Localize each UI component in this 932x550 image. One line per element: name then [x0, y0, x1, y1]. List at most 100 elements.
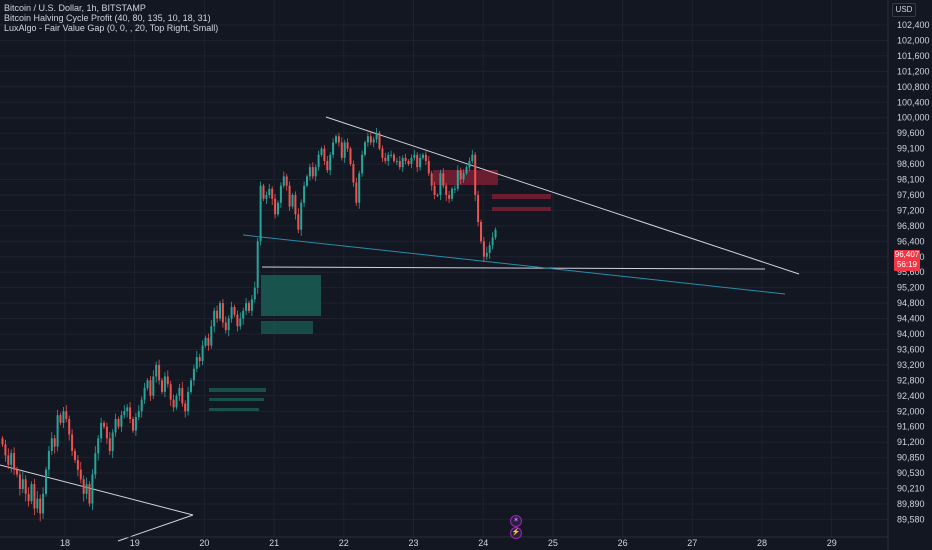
teal-trendline[interactable] — [242, 234, 786, 295]
candle-body — [120, 415, 123, 427]
candle-body — [433, 185, 436, 195]
fvg-bearish-large — [433, 170, 498, 185]
candle-body — [47, 450, 50, 470]
candle-body — [430, 173, 433, 186]
candle-body — [422, 154, 424, 158]
candle-body — [291, 194, 294, 207]
candle-body — [335, 136, 337, 143]
candle-body — [59, 415, 62, 423]
time-tick-label: 21 — [269, 538, 279, 548]
candle-body — [204, 337, 207, 346]
candle-body — [65, 411, 68, 419]
bar-countdown: 56:19 — [896, 260, 918, 269]
time-tick-label: 19 — [130, 538, 140, 548]
candle-body — [16, 469, 18, 475]
candle-body — [262, 185, 265, 199]
candle-body — [146, 380, 149, 389]
candle-body — [462, 173, 465, 180]
candle-body — [21, 479, 24, 489]
lightning-marker-icon[interactable]: ⚡ — [510, 527, 522, 539]
candle-body — [169, 384, 172, 400]
price-tick-label: 96,400 — [897, 236, 925, 246]
currency-button[interactable]: USD — [892, 3, 916, 17]
time-tick-label: 18 — [60, 538, 70, 548]
candle-body — [227, 318, 230, 331]
price-tick-label: 91,200 — [897, 437, 925, 447]
candle-body — [256, 241, 259, 288]
candle-body — [375, 133, 378, 140]
legend-symbol[interactable]: Bitcoin / U.S. Dollar, 1h, BITSTAMP — [4, 3, 146, 13]
chart-legend: Bitcoin / U.S. Dollar, 1h, BITSTAMP Bitc… — [4, 3, 218, 33]
fvg-bearish-small-2 — [492, 207, 551, 211]
candle-body — [468, 160, 471, 168]
candle-body — [477, 194, 480, 222]
price-tick-label: 100,800 — [897, 82, 930, 92]
price-tick-label: 93,600 — [897, 344, 925, 354]
candle-body — [329, 154, 332, 171]
candle-body — [221, 303, 224, 323]
candle-body — [4, 444, 7, 456]
candle-body — [288, 185, 291, 207]
legend-indicator-fvg[interactable]: LuxAlgo - Fair Value Gap (0, 0, , 20, To… — [4, 23, 219, 33]
price-tick-label: 90,530 — [897, 468, 925, 478]
price-axis[interactable]: 102,400 102,000 101,600 101,200 100,800 100,4… — [887, 0, 930, 550]
candle-body — [398, 160, 401, 168]
candle-body — [482, 241, 485, 257]
candle-body — [419, 157, 422, 168]
candle-body — [326, 160, 329, 171]
candle-body — [152, 376, 155, 396]
candle-body — [448, 194, 451, 199]
candle-body — [97, 438, 100, 454]
candle-body — [407, 160, 410, 165]
candle-body — [76, 460, 79, 470]
candle-body — [192, 368, 195, 381]
time-tick-label: 29 — [827, 538, 837, 548]
candle-body — [100, 422, 103, 439]
price-tick-label: 101,200 — [897, 66, 930, 76]
legend-indicator-halving[interactable]: Bitcoin Halving Cycle Profit (40, 80, 13… — [4, 13, 211, 23]
time-axis[interactable]: 18 19 20 21 22 23 24 25 26 27 28 29 — [0, 536, 888, 548]
candle-body — [268, 188, 271, 195]
candle-body — [42, 493, 45, 514]
candle-body — [387, 154, 390, 161]
price-tick-label: 100,400 — [897, 97, 930, 107]
price-tick-label: 90,850 — [897, 453, 925, 463]
candle-body — [300, 202, 303, 230]
candle-body — [427, 160, 430, 174]
candle-body — [39, 498, 42, 514]
candle-body — [56, 415, 59, 447]
candle-body — [132, 418, 134, 431]
candle-body — [277, 202, 279, 215]
fvg-bullish-large — [261, 275, 321, 316]
candle-body — [393, 154, 395, 161]
candle-body — [439, 173, 442, 195]
price-tick-label: 96,800 — [897, 221, 925, 231]
candle-body — [181, 388, 184, 404]
candle-body — [201, 345, 204, 362]
candle-body — [314, 167, 317, 177]
price-tick-label: 94,000 — [897, 329, 925, 339]
price-tick-label: 91,600 — [897, 422, 925, 432]
candle-body — [456, 170, 459, 189]
horizontal-support-line[interactable] — [261, 266, 766, 270]
candle-body — [343, 142, 346, 158]
event-marker-icon[interactable]: ✶ — [510, 515, 522, 527]
candle-body — [242, 310, 245, 319]
price-tick-label: 92,000 — [897, 406, 925, 416]
fvg-bullish-small — [261, 321, 313, 334]
candle-body — [381, 148, 384, 158]
candle-body — [494, 229, 497, 238]
price-tick-label: 90,210 — [897, 484, 925, 494]
candle-body — [332, 142, 335, 155]
descending-trendline[interactable] — [325, 116, 800, 275]
candle-body — [395, 160, 398, 162]
price-tick-label: 92,800 — [897, 375, 925, 385]
lower-left-trendline-top[interactable] — [0, 464, 194, 516]
candle-body — [74, 450, 76, 461]
candle-body — [210, 326, 213, 346]
time-tick-label: 23 — [408, 538, 418, 548]
candle-body — [213, 310, 216, 327]
price-tick-label: 99,600 — [897, 128, 925, 138]
candle-body — [416, 154, 419, 168]
